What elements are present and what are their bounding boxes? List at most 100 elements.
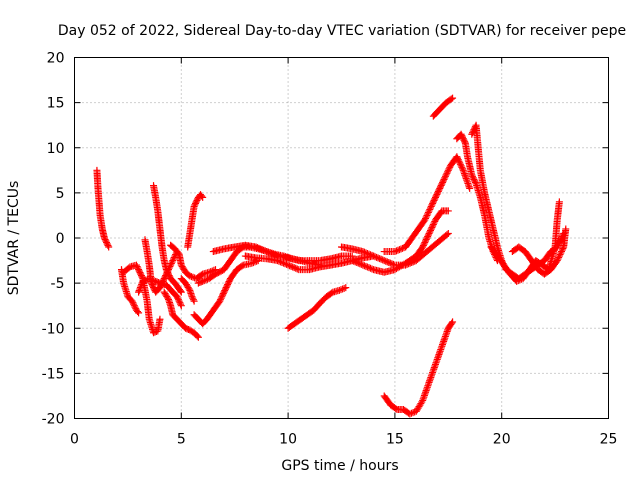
data-point-marker [555, 198, 563, 206]
data-point-marker [368, 251, 376, 259]
data-point-marker [419, 243, 427, 251]
data-point-marker [225, 278, 233, 286]
data-point-marker [159, 278, 167, 286]
series-arc-11 [190, 257, 262, 328]
data-point-marker [174, 296, 182, 304]
data-point-marker [148, 281, 156, 289]
data-point-marker [164, 270, 172, 278]
data-point-marker [558, 246, 566, 254]
x-tick-label: 15 [386, 432, 404, 448]
data-point-marker [208, 267, 216, 275]
data-point-marker [267, 249, 275, 257]
data-point-marker [128, 297, 136, 305]
data-point-marker [471, 178, 479, 186]
data-point-marker [428, 201, 436, 209]
data-point-marker [444, 166, 452, 174]
data-point-marker [392, 247, 400, 255]
data-point-marker [286, 262, 294, 270]
x-tick-label: 20 [493, 432, 511, 448]
data-point-marker [391, 248, 399, 256]
data-point-marker [453, 153, 461, 161]
data-point-marker [187, 273, 195, 281]
data-point-marker [162, 266, 170, 274]
data-point-marker [103, 240, 111, 248]
data-point-marker [432, 192, 440, 200]
y-tick-label: -20 [42, 412, 65, 428]
data-point-marker [449, 94, 457, 102]
series-arc-17 [348, 207, 452, 276]
data-point-marker [424, 232, 432, 240]
data-point-marker [376, 255, 384, 263]
data-point-marker [199, 193, 207, 201]
series-arc-2 [117, 266, 143, 317]
data-point-marker [260, 246, 268, 254]
data-point-marker [436, 183, 444, 191]
data-point-marker [140, 277, 148, 285]
y-tick-label: 15 [47, 96, 65, 112]
data-point-marker [558, 248, 566, 256]
data-point-marker [198, 192, 206, 200]
data-point-marker [194, 333, 202, 341]
data-point-marker [442, 171, 450, 179]
data-point-marker [287, 262, 295, 270]
data-point-marker [427, 225, 435, 233]
data-point-marker [135, 287, 143, 295]
data-point-marker [177, 300, 185, 308]
data-point-marker [197, 278, 205, 286]
data-point-marker [335, 286, 343, 294]
data-point-marker [337, 286, 345, 294]
data-point-marker [553, 257, 561, 265]
data-point-marker [173, 293, 181, 301]
data-point-marker [276, 258, 284, 266]
data-point-marker [134, 308, 142, 316]
data-point-marker [444, 229, 452, 237]
data-point-marker [219, 290, 227, 298]
data-point-marker [422, 213, 430, 221]
data-point-marker [160, 275, 168, 283]
series-arc-19 [380, 318, 457, 418]
data-point-marker [388, 260, 396, 268]
data-point-marker [190, 297, 198, 305]
y-tick-label: -5 [51, 276, 65, 292]
data-point-marker [362, 262, 370, 270]
data-point-marker [430, 219, 438, 227]
data-point-marker [238, 262, 246, 270]
data-point-marker [130, 300, 138, 308]
data-point-marker [430, 196, 438, 204]
data-point-marker [457, 162, 465, 170]
data-point-marker [360, 248, 368, 256]
data-point-marker [280, 259, 288, 267]
data-point-marker [469, 174, 477, 182]
data-point-marker [165, 272, 173, 280]
data-point-marker [424, 210, 432, 218]
data-point-marker [418, 398, 426, 406]
x-tick-label: 5 [177, 432, 186, 448]
data-point-marker [440, 175, 448, 183]
data-point-marker [147, 279, 155, 287]
data-point-marker [189, 296, 197, 304]
data-point-marker [135, 309, 143, 317]
data-point-marker [431, 193, 439, 201]
data-point-marker [177, 288, 185, 296]
chart-title: Day 052 of 2022, Sidereal Day-to-day VTE… [58, 23, 626, 39]
data-point-marker [220, 288, 228, 296]
data-point-marker [435, 186, 443, 194]
data-point-marker [385, 258, 393, 266]
data-point-marker [189, 294, 197, 302]
data-point-marker [421, 216, 429, 224]
data-point-marker [366, 251, 374, 259]
data-point-marker [448, 319, 456, 327]
data-point-marker [138, 280, 146, 288]
data-point-marker [516, 276, 524, 284]
data-point-marker [101, 236, 109, 244]
data-point-marker [350, 257, 358, 265]
data-point-marker [136, 269, 144, 277]
data-point-marker [377, 255, 385, 263]
data-point-marker [202, 276, 210, 284]
series-arc-5 [141, 236, 181, 296]
data-point-marker [443, 231, 451, 239]
series-arc-18 [380, 153, 474, 256]
data-point-marker [386, 259, 394, 267]
data-point-marker [248, 259, 256, 267]
data-point-marker [136, 284, 144, 292]
